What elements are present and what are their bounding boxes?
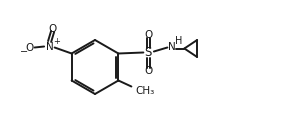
- Text: H: H: [175, 36, 183, 46]
- Text: CH₃: CH₃: [135, 85, 154, 96]
- Text: O: O: [49, 23, 57, 34]
- Text: N: N: [46, 42, 53, 51]
- Text: O: O: [144, 66, 152, 75]
- Text: O: O: [144, 29, 152, 40]
- Text: O: O: [26, 42, 34, 53]
- Text: S: S: [145, 46, 152, 59]
- Text: N: N: [167, 42, 175, 53]
- Text: +: +: [53, 36, 60, 46]
- Text: −: −: [20, 47, 28, 57]
